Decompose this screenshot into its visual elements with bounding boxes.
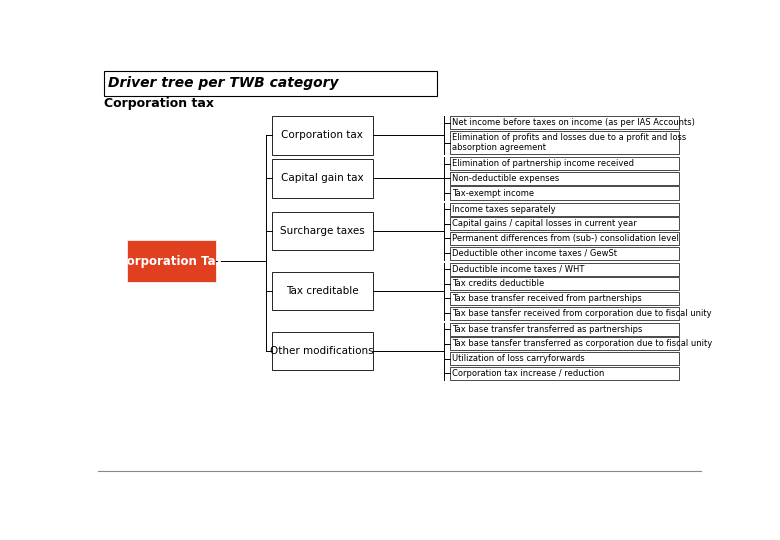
- FancyBboxPatch shape: [272, 116, 373, 154]
- Text: Tax-exempt income: Tax-exempt income: [452, 188, 534, 198]
- FancyBboxPatch shape: [450, 262, 679, 276]
- Text: Tax base transfer transferred as partnerships: Tax base transfer transferred as partner…: [452, 325, 643, 334]
- Text: Corporation tax: Corporation tax: [104, 97, 214, 110]
- FancyBboxPatch shape: [272, 159, 373, 198]
- Text: Deductible other income taxes / GewSt: Deductible other income taxes / GewSt: [452, 248, 618, 258]
- FancyBboxPatch shape: [450, 278, 679, 291]
- Text: Driver tree per TWB category: Driver tree per TWB category: [108, 76, 339, 90]
- Text: Elimination of profits and losses due to a profit and loss
absorption agreement: Elimination of profits and losses due to…: [452, 133, 686, 152]
- FancyBboxPatch shape: [450, 131, 679, 154]
- Text: Tax base transfer received from partnerships: Tax base transfer received from partners…: [452, 294, 642, 303]
- FancyBboxPatch shape: [450, 247, 679, 260]
- FancyBboxPatch shape: [126, 240, 216, 282]
- FancyBboxPatch shape: [450, 338, 679, 350]
- FancyBboxPatch shape: [450, 367, 679, 380]
- FancyBboxPatch shape: [450, 232, 679, 245]
- Text: Capital gain tax: Capital gain tax: [281, 173, 363, 184]
- Text: Elimination of partnership income received: Elimination of partnership income receiv…: [452, 159, 634, 168]
- Text: Corporation tax: Corporation tax: [282, 130, 363, 140]
- Text: Tax base tansfer received from corporation due to fiscal unity: Tax base tansfer received from corporati…: [452, 309, 712, 318]
- FancyBboxPatch shape: [450, 157, 679, 170]
- FancyBboxPatch shape: [272, 332, 373, 370]
- Text: Net income before taxes on income (as per IAS Accounts): Net income before taxes on income (as pe…: [452, 118, 695, 127]
- Text: Capital gains / capital losses in current year: Capital gains / capital losses in curren…: [452, 219, 637, 228]
- Text: Permanent differences from (sub-) consolidation level: Permanent differences from (sub-) consol…: [452, 234, 679, 243]
- FancyBboxPatch shape: [450, 307, 679, 320]
- FancyBboxPatch shape: [450, 172, 679, 185]
- Text: Utilization of loss carryforwards: Utilization of loss carryforwards: [452, 354, 585, 363]
- Text: Tax creditable: Tax creditable: [286, 286, 359, 296]
- FancyBboxPatch shape: [450, 117, 679, 130]
- Text: Income taxes separately: Income taxes separately: [452, 205, 556, 214]
- FancyBboxPatch shape: [450, 323, 679, 336]
- Text: Surcharge taxes: Surcharge taxes: [280, 226, 364, 236]
- FancyBboxPatch shape: [272, 212, 373, 251]
- FancyBboxPatch shape: [450, 202, 679, 215]
- FancyBboxPatch shape: [450, 186, 679, 200]
- Text: Corporation tax increase / reduction: Corporation tax increase / reduction: [452, 369, 604, 377]
- FancyBboxPatch shape: [450, 217, 679, 231]
- FancyBboxPatch shape: [272, 272, 373, 310]
- Text: Tax credits deductible: Tax credits deductible: [452, 279, 544, 288]
- Text: Other modifications: Other modifications: [271, 346, 374, 356]
- Text: Non-deductible expenses: Non-deductible expenses: [452, 174, 560, 183]
- Text: Corporation Tax: Corporation Tax: [119, 255, 224, 268]
- Text: Tax base tansfer transferred as corporation due to fiscal unity: Tax base tansfer transferred as corporat…: [452, 340, 713, 348]
- FancyBboxPatch shape: [104, 71, 437, 96]
- FancyBboxPatch shape: [450, 352, 679, 365]
- FancyBboxPatch shape: [450, 292, 679, 305]
- Text: Deductible income taxes / WHT: Deductible income taxes / WHT: [452, 265, 585, 274]
